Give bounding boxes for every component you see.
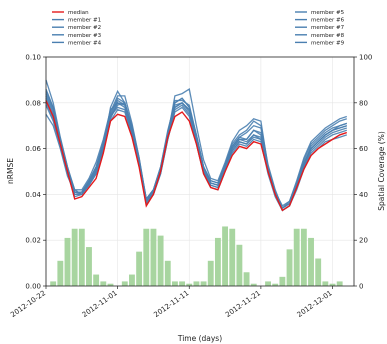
coverage-bar [293,228,300,286]
x-tick-label: 2012-12-01 [296,289,334,319]
coverage-bar [229,228,236,286]
coverage-bar [179,281,186,286]
y-tick-label: 0.04 [25,191,41,199]
coverage-bar [100,281,107,286]
y-tick-label: 0.10 [25,54,41,62]
x-tick-label: 2012-11-01 [81,289,119,319]
coverage-bars [50,226,343,286]
coverage-bar [86,247,92,286]
coverage-bar [243,272,250,286]
series-line-member-4 [45,88,348,207]
coverage-bar [214,237,221,286]
legend-label: member #8 [311,33,345,39]
coverage-bar [121,281,128,286]
legend-label: member #4 [68,40,102,46]
coverage-bar [200,281,207,286]
y-axis: 0.00 0.02 0.04 0.06 0.08 0.10 [25,54,46,291]
coverage-bar [329,283,336,286]
legend-label: member #5 [311,10,345,16]
series-line-median [45,100,348,212]
x-tick-label: 2012-10-22 [9,289,47,319]
coverage-bar [71,228,78,286]
coverage-bar [78,228,85,286]
coverage-bar [315,258,322,286]
legend-label: member #1 [68,18,101,24]
series-line-member-5 [45,97,348,212]
coverage-bar [136,251,143,286]
coverage-bar [222,226,229,286]
coverage-bar [279,276,286,286]
x-tick-label: 2012-11-21 [224,289,262,319]
legend-label: member #9 [311,40,345,46]
y2-tick-label: 100 [359,54,372,62]
coverage-bar [143,228,150,286]
x-axis-label: Time (days) [177,334,222,343]
coverage-bar [186,283,193,286]
x-axis: 2012-10-22 2012-11-01 2012-11-11 2012-11-21… [9,286,334,319]
plot-frame [45,56,355,287]
y-tick-label: 0.08 [25,99,41,107]
coverage-bar [50,281,57,286]
y2-tick-label: 40 [359,191,368,199]
y2-axis-label: Spatial Coverage (%) [377,131,386,211]
y-tick-label: 0.06 [25,145,41,153]
series-line-member-8 [45,91,348,210]
legend-label: member #7 [311,25,345,31]
legend-label: member #6 [311,18,345,24]
coverage-bar [150,228,157,286]
coverage-bar [107,283,114,286]
y2-tick-label: 80 [359,99,368,107]
y-tick-label: 0.00 [25,283,41,291]
series-lines [45,79,348,212]
x-tick-label: 2012-11-11 [152,289,190,319]
coverage-bar [164,260,171,286]
coverage-bar [308,237,314,286]
y2-axis: 0 20 40 60 80 100 [354,54,372,291]
coverage-bar [322,281,329,286]
legend-label: member #2 [68,25,101,31]
coverage-bar [265,281,271,286]
coverage-bar [157,235,164,286]
coverage-bar [272,283,279,286]
coverage-bar [171,281,178,286]
coverage-bar [286,249,293,286]
y-tick-label: 0.02 [25,237,41,245]
coverage-bar [336,281,343,286]
y2-tick-label: 0 [359,283,363,291]
coverage-bar [93,274,100,286]
coverage-bar [250,283,257,286]
y2-tick-label: 60 [359,145,368,153]
coverage-bar [207,260,214,286]
coverage-bar [236,244,243,286]
y-axis-label: nRMSE [6,158,15,184]
coverage-bar [129,274,135,286]
series-line-member-9 [45,95,348,210]
coverage-bar [57,260,64,286]
legend-label: member #3 [68,33,102,39]
coverage-bar [300,228,307,286]
coverage-bar [64,237,71,286]
legend-label: median [68,10,89,16]
coverage-bar [193,281,200,286]
series-line-member-7 [45,97,348,210]
y2-tick-label: 20 [359,237,368,245]
